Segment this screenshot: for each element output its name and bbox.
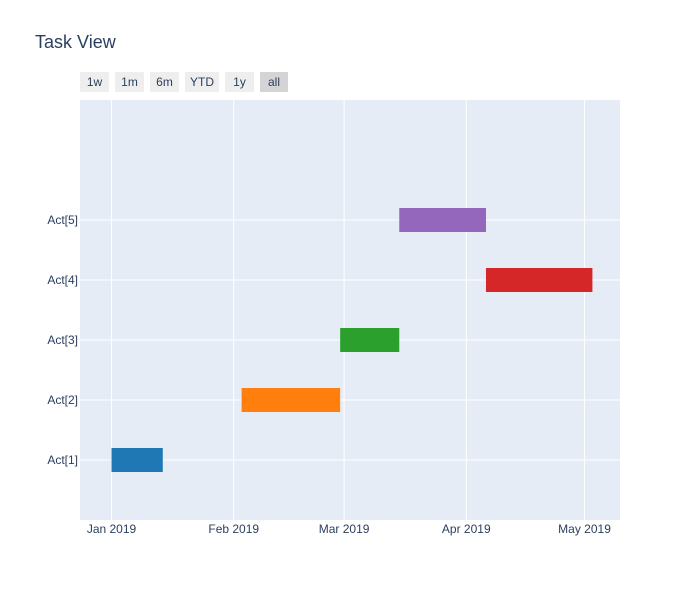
task-bar (485, 268, 593, 292)
task-bar (340, 328, 400, 352)
y-tick-label: Act[3] (47, 333, 78, 347)
range-button-1m[interactable]: 1m (115, 72, 144, 92)
task-bar (241, 388, 341, 412)
range-button-1y[interactable]: 1y (225, 72, 254, 92)
task-bar (111, 448, 163, 472)
x-gridlines (111, 100, 586, 520)
range-button-6m[interactable]: 6m (150, 72, 179, 92)
task-bar (399, 208, 486, 232)
x-tick-label: Feb 2019 (208, 522, 259, 536)
x-tick-label: Apr 2019 (442, 522, 491, 536)
x-tick-label: Jan 2019 (87, 522, 137, 536)
y-axis-ticks: Act[1] Act[2] Act[3] Act[4] Act[5] (47, 213, 78, 467)
range-button-1w[interactable]: 1w (80, 72, 109, 92)
range-button-all[interactable]: all (260, 72, 288, 92)
y-tick-label: Act[5] (47, 213, 78, 227)
chart-title: Task View (35, 32, 116, 52)
y-tick-label: Act[4] (47, 273, 78, 287)
x-tick-label: Mar 2019 (319, 522, 370, 536)
range-button-ytd[interactable]: YTD (185, 72, 219, 92)
task-bars (111, 208, 593, 472)
x-axis-ticks: Jan 2019 Feb 2019 Mar 2019 Apr 2019 May 2019 (87, 522, 611, 536)
x-tick-label: May 2019 (558, 522, 611, 536)
plot-background (80, 100, 620, 520)
y-tick-label: Act[1] (47, 453, 78, 467)
y-tick-label: Act[2] (47, 393, 78, 407)
